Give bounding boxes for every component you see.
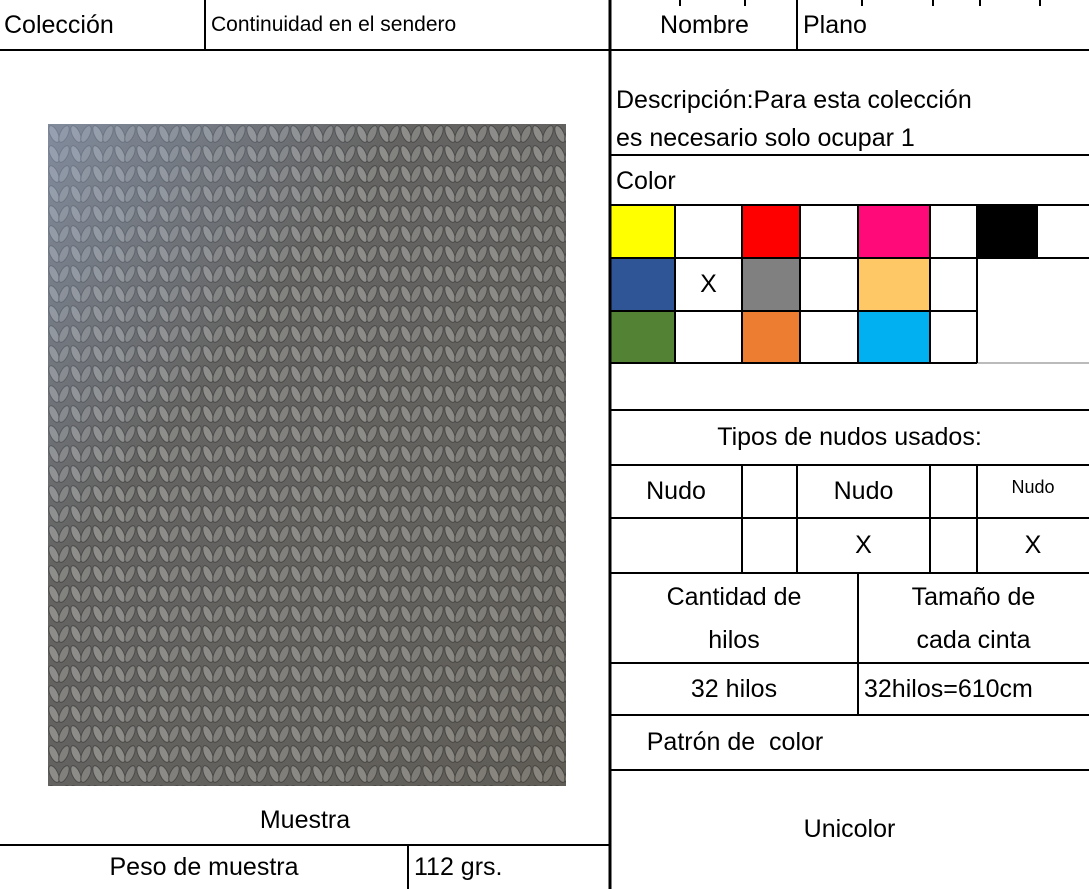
collection-label: Colección <box>4 10 114 39</box>
knot-header: Nudo <box>833 477 894 505</box>
weight-label: Peso de muestra <box>109 853 299 881</box>
size-label: cada cinta <box>916 626 1031 654</box>
swatch-gray <box>743 259 800 311</box>
pattern-value: Unicolor <box>803 815 896 843</box>
name-label: Nombre <box>660 10 749 39</box>
count-label: Cantidad de <box>666 583 802 611</box>
swatch-sky <box>859 312 930 363</box>
count-label: hilos <box>708 626 760 654</box>
swatch-pink <box>859 206 930 258</box>
size-value: 32hilos=610cm <box>864 674 1033 703</box>
description-line: Descripción:Para esta colección <box>616 85 972 114</box>
color-mark: X <box>700 270 717 298</box>
swatch-yellow <box>611 206 675 258</box>
size-label: Tamaño de <box>911 583 1036 611</box>
knot-header: Nudo <box>1011 477 1055 497</box>
count-value: 32 hilos <box>690 674 778 703</box>
weight-value: 112 grs. <box>414 853 503 881</box>
name-value: Plano <box>803 10 867 39</box>
description-line: es necesario solo ocupar 1 <box>616 124 915 152</box>
knot-mark: X <box>855 531 872 559</box>
swatch-red <box>743 206 800 258</box>
swatch-green <box>611 312 675 363</box>
knot-mark: X <box>1024 531 1042 559</box>
swatch-black <box>978 206 1037 258</box>
knots-title: Tipos de nudos usados: <box>717 423 982 451</box>
swatch-orange <box>743 312 800 363</box>
swatch-light-orange <box>859 259 930 311</box>
color-label: Color <box>616 167 676 195</box>
sample-photo <box>48 124 566 786</box>
swatch-blue <box>611 259 675 311</box>
pattern-label: Patrón de color <box>646 728 824 756</box>
collection-value: Continuidad en el sendero <box>211 13 457 36</box>
sample-caption: Muestra <box>259 806 351 834</box>
knot-header: Nudo <box>646 477 706 505</box>
